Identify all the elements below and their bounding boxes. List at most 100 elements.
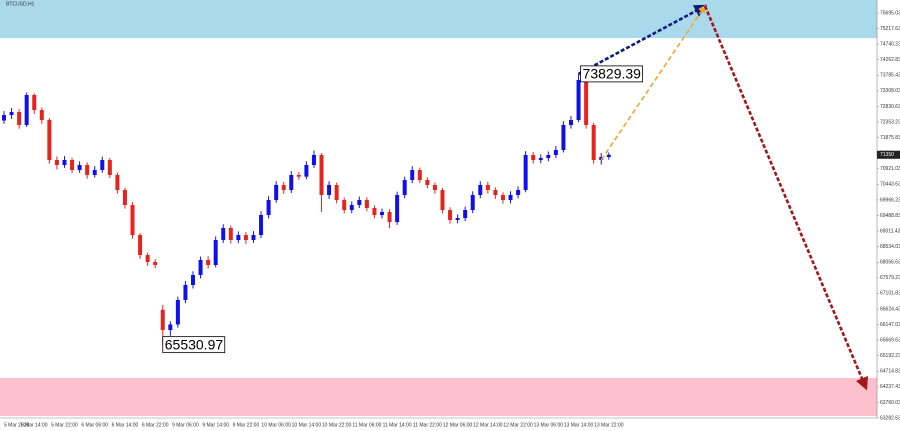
y-tick-label: 63760.03 [880,400,900,406]
candle-body [54,160,59,165]
y-tick-label: 74262.83 [880,57,900,63]
candle-body [138,235,143,256]
candle-body [410,170,415,181]
candle-body [500,195,505,201]
candle-body [304,164,309,177]
y-tick-label: 69966.23 [880,197,900,203]
target-zone [0,378,877,417]
y-tick-label: 75695.03 [880,10,900,16]
candle-body [191,275,195,285]
candle-body [107,160,112,176]
candle-body [364,200,369,208]
x-tick-label: 9 Mar 14:00 [202,422,229,428]
candle-body [395,195,400,222]
candle-body [266,200,271,216]
candle-body [606,154,611,158]
candle-body [32,95,37,111]
y-tick-label: 69488.83 [880,213,900,219]
candle-body [455,218,460,221]
x-tick-label: 6 Mar 22:00 [142,422,169,428]
forecast-arrow [703,5,868,391]
candle-body [289,175,294,191]
target-zone [0,0,877,39]
candle-body [569,120,573,125]
candle-body [259,215,264,236]
candle-body [576,80,581,121]
candle-body [160,309,165,331]
candle-body [584,80,589,125]
x-tick-label: 9 Mar 06:00 [172,422,199,428]
candle-body [372,207,377,216]
candle-body [243,235,248,241]
candle-body [198,260,203,276]
candle-body [281,184,286,191]
y-tick-label: 67579.23 [880,275,900,281]
candle-body [448,210,453,221]
y-tick-label: 64237.43 [880,384,900,390]
candle-body [485,184,490,191]
candle-body [213,240,218,265]
candle-body [599,157,604,161]
candle-body [508,195,513,201]
candle-body [440,190,445,211]
candle-body [115,175,120,191]
annotation-box [580,65,643,83]
y-tick-label: 73785.43 [880,73,900,79]
candle-body [349,204,354,211]
candle-body [145,255,150,262]
candle-body [77,164,82,171]
candle-body [251,235,256,241]
candle-body [387,212,392,222]
candle-body [319,155,324,196]
annotation-label: 65530.97 [165,336,224,352]
candle-body [70,160,75,171]
candle-body [17,112,22,125]
candle-body [85,164,90,176]
y-tick-label: 70921.03 [880,166,900,172]
candle-body [9,112,14,116]
candle-body [463,210,468,219]
candle-body [311,155,316,165]
candle-body [342,200,347,211]
candle-body [357,200,362,205]
x-tick-label: 10 Mar 14:00 [292,422,322,428]
y-tick-label: 72830.63 [880,104,900,110]
candle-body [493,190,498,196]
candle-body [538,158,543,161]
y-tick-label: 71875.83 [880,135,900,141]
candle-body [561,124,566,151]
y-tick-label: 68534.03 [880,244,900,250]
x-tick-label: 5 Mar 14:00 [21,422,48,428]
candle-body [327,184,332,196]
candle-body [470,195,475,211]
current-price-label: 71350 [880,152,894,158]
annotation-label: 73829.39 [583,66,642,82]
candle-body [175,300,180,325]
y-tick-label: 69011.43 [880,228,900,234]
candle-body [24,95,29,125]
chart-title: BTCUSD,H1 [6,1,35,7]
candle-body [168,324,173,331]
candle-body [183,284,188,301]
annotation-box [162,336,226,354]
x-tick-label: 11 Mar 22:00 [413,422,442,428]
candle-body [62,160,67,165]
x-tick-label: 13 Mar 22:00 [594,422,624,428]
x-tick-label: 13 Mar 06:00 [534,422,564,428]
x-tick-label: 6 Mar 06:00 [81,422,108,428]
x-tick-label: 10 Mar 06:00 [261,422,291,428]
y-tick-label: 66147.03 [880,322,900,328]
y-tick-label: 67101.83 [880,291,900,297]
candle-body [553,150,558,156]
y-tick-label: 63282.63 [880,415,900,421]
x-tick-label: 11 Mar 06:00 [352,422,381,428]
forecast-arrow [600,4,706,161]
candle-body [516,190,521,196]
x-tick-label: 10 Mar 22:00 [322,422,352,428]
candle-body [39,110,44,121]
candle-body [130,204,135,236]
candle-body [221,227,226,241]
candle-body [591,124,596,161]
candle-body [206,260,211,265]
y-tick-label: 64714.83 [880,369,900,375]
